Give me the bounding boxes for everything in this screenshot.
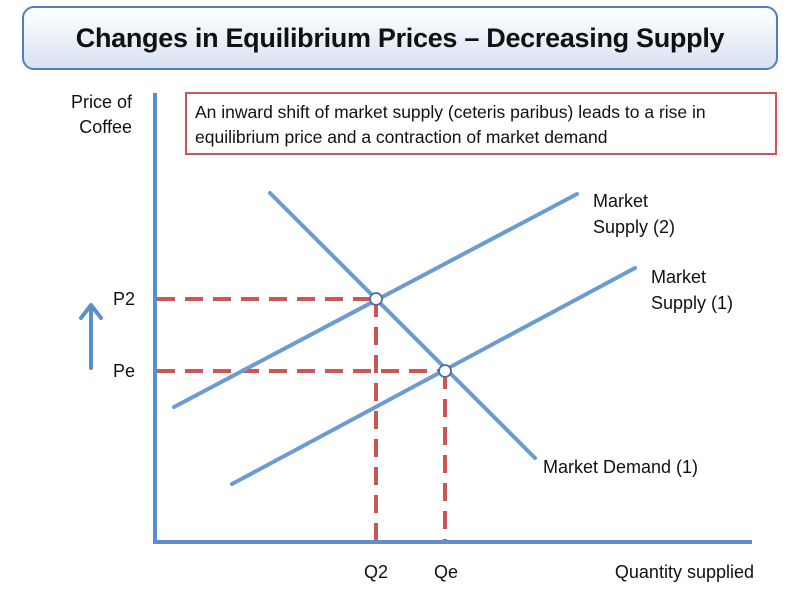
up-arrow-icon [79, 303, 103, 370]
price-label-pe: Pe [113, 361, 135, 381]
supply-1-label-line1: Market [651, 267, 706, 287]
guide-lines [157, 297, 447, 543]
equilibrium-point-2 [369, 292, 383, 306]
price-label-p2: P2 [113, 289, 135, 309]
title-banner: Changes in Equilibrium Prices – Decreasi… [22, 6, 778, 70]
y-axis-label-line2: Coffee [79, 117, 132, 137]
supply-1-label-line2: Supply (1) [651, 293, 733, 313]
quantity-label-q2: Q2 [364, 562, 388, 582]
supply-2-label-line2: Supply (2) [593, 217, 675, 237]
market-supply-1-curve [230, 266, 637, 486]
supply-2-label-line1: Market [593, 191, 648, 211]
x-axis-label: Quantity supplied [615, 562, 754, 582]
y-axis-label-line1: Price of [71, 92, 133, 112]
page-title: Changes in Equilibrium Prices – Decreasi… [75, 22, 725, 53]
quantity-label-qe: Qe [434, 562, 458, 582]
axes [153, 93, 752, 544]
equilibrium-point-1 [438, 364, 452, 378]
demand-1-label: Market Demand (1) [543, 457, 698, 477]
explanation-note: An inward shift of market supply (ceteri… [185, 92, 777, 155]
market-demand-1-curve [268, 191, 537, 460]
